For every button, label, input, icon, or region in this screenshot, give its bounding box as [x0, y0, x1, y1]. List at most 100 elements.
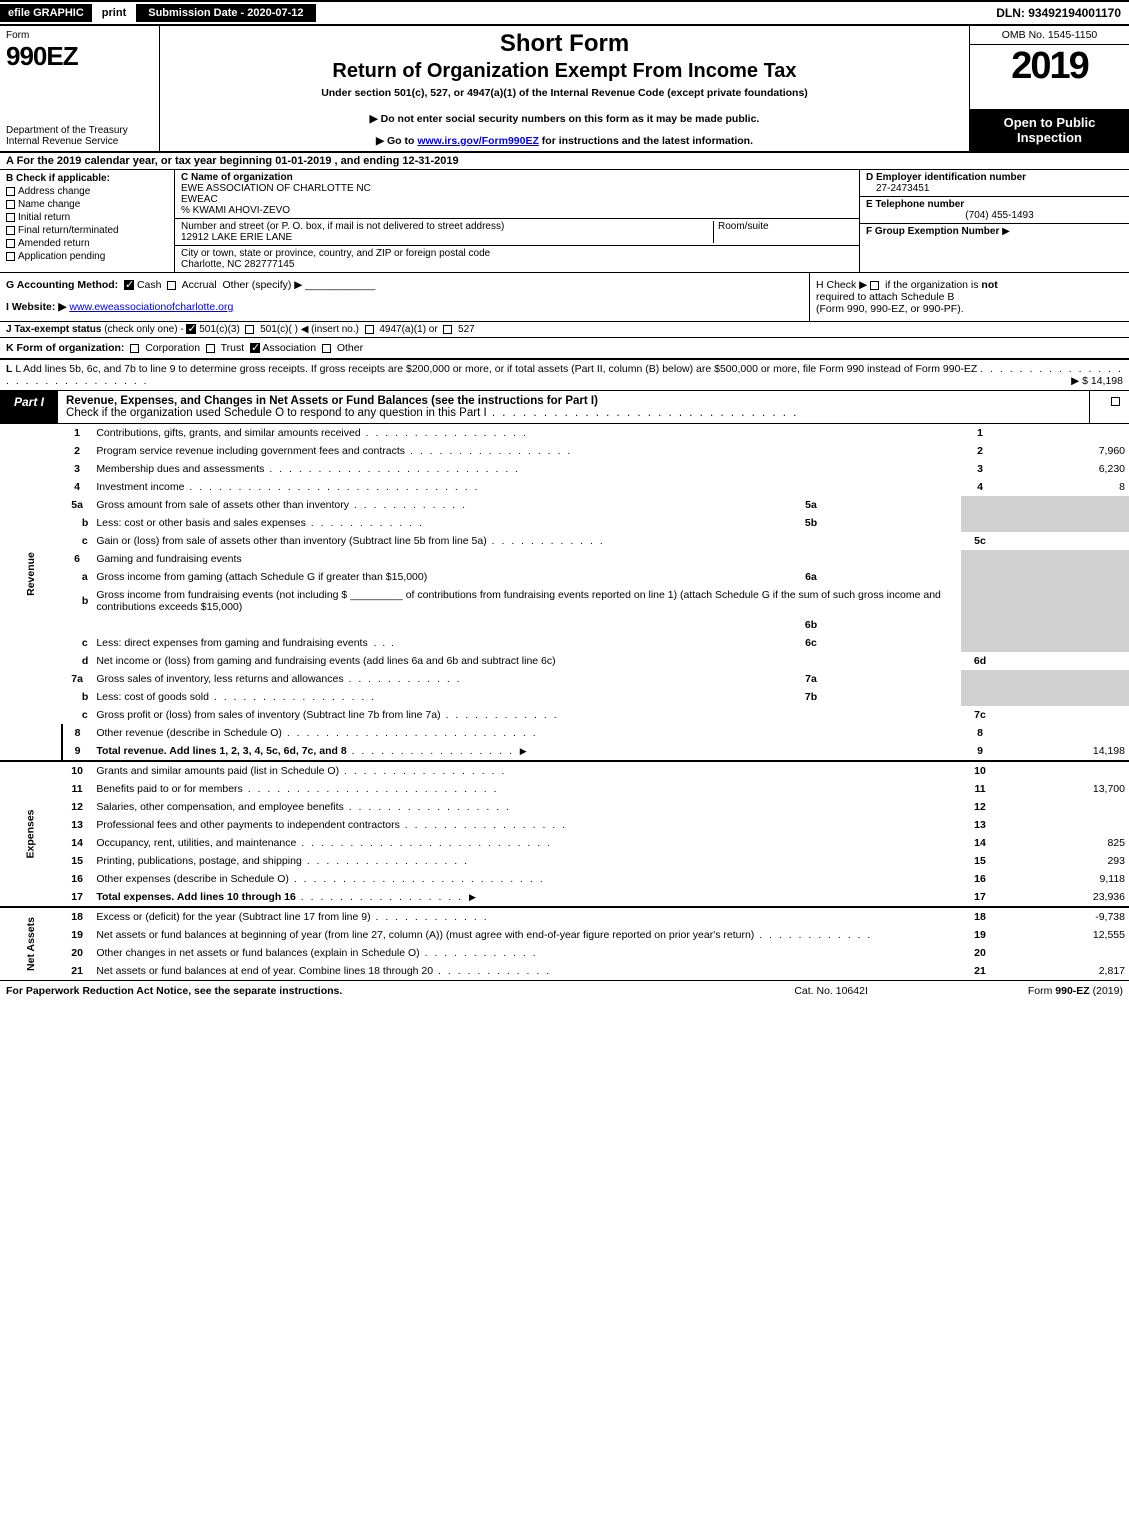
header-middle: Short Form Return of Organization Exempt… — [160, 26, 969, 151]
line-16-val: 9,118 — [999, 870, 1129, 888]
accrual-label: Accrual — [182, 279, 217, 291]
line-16-ref: 16 — [961, 870, 999, 888]
line-3-desc: Membership dues and assessments — [92, 460, 961, 478]
chk-initial-return[interactable]: Initial return — [6, 212, 168, 223]
top-buttons: efile GRAPHIC print Submission Date - 20… — [0, 4, 316, 22]
line-8-desc: Other revenue (describe in Schedule O) — [92, 724, 961, 742]
line-6a-ref — [961, 568, 999, 586]
print-button[interactable]: print — [94, 4, 134, 22]
line-7c-ref: 7c — [961, 706, 999, 724]
top-bar: efile GRAPHIC print Submission Date - 20… — [0, 0, 1129, 26]
line-7c-val — [999, 706, 1129, 724]
chk-final-return[interactable]: Final return/terminated — [6, 225, 168, 236]
line-8-num: 8 — [62, 724, 92, 742]
part-1-header: Part I Revenue, Expenses, and Changes in… — [0, 391, 1129, 424]
h-checkbox[interactable] — [870, 281, 879, 290]
form-number: 990EZ — [6, 41, 153, 72]
line-5c-val — [999, 532, 1129, 550]
line-7b-inline-val — [831, 688, 961, 706]
line-12-ref: 12 — [961, 798, 999, 816]
catalog-number: Cat. No. 10642I — [794, 985, 868, 997]
line-12-num: 12 — [62, 798, 92, 816]
line-21-val: 2,817 — [999, 962, 1129, 980]
chk-amended-return[interactable]: Amended return — [6, 238, 168, 249]
assoc-checkbox[interactable] — [250, 343, 260, 353]
tax-exempt-status: J Tax-exempt status (check only one) - 5… — [0, 322, 1129, 338]
line-18-ref: 18 — [961, 907, 999, 926]
line-10-val — [999, 761, 1129, 780]
cash-checkbox[interactable] — [124, 280, 134, 290]
cash-label: Cash — [137, 279, 162, 291]
h-text2: if the organization is — [885, 279, 981, 291]
group-exemption-label: F Group Exemption Number — [866, 226, 999, 237]
line-7a-num: 7a — [62, 670, 92, 688]
under-section: Under section 501(c), 527, or 4947(a)(1)… — [170, 87, 959, 99]
other-label: Other (specify) ▶ — [223, 279, 303, 291]
line-7b-ref — [961, 688, 999, 706]
header-left: Form 990EZ Department of the Treasury In… — [0, 26, 160, 151]
submission-date: Submission Date - 2020-07-12 — [136, 4, 315, 22]
line-6d-val — [999, 652, 1129, 670]
chk-application-pending[interactable]: Application pending — [6, 251, 168, 262]
line-5a-ref — [961, 496, 999, 514]
phone-label: E Telephone number — [866, 199, 1123, 210]
line-11-desc: Benefits paid to or for members — [92, 780, 961, 798]
line-6c-num: c — [62, 634, 92, 652]
goto-link[interactable]: www.irs.gov/Form990EZ — [417, 135, 539, 147]
4947-checkbox[interactable] — [365, 325, 374, 334]
accrual-checkbox[interactable] — [167, 281, 176, 290]
other-org-label: Other — [337, 342, 363, 354]
chk-name-change[interactable]: Name change — [6, 199, 168, 210]
line-9-ref: 9 — [961, 742, 999, 761]
h-text3: required to attach Schedule B — [816, 291, 954, 303]
website-link[interactable]: www.eweassociationofcharlotte.org — [69, 301, 233, 313]
527-label: 527 — [458, 324, 475, 335]
line-17-desc: Total expenses. Add lines 10 through 16 — [92, 888, 961, 907]
line-20-ref: 20 — [961, 944, 999, 962]
line-6b-val — [999, 586, 1129, 616]
gross-receipts: L L Add lines 5b, 6c, and 7b to line 9 t… — [0, 360, 1129, 391]
4947-label: 4947(a)(1) or — [379, 324, 437, 335]
ein-label: D Employer identification number — [866, 172, 1123, 183]
line-7c-desc: Gross profit or (loss) from sales of inv… — [92, 706, 961, 724]
part-1-checkbox[interactable] — [1089, 391, 1129, 423]
501c-checkbox[interactable] — [245, 325, 254, 334]
line-6-desc: Gaming and fundraising events — [92, 550, 961, 568]
line-7a-inline-val — [831, 670, 961, 688]
line-13-desc: Professional fees and other payments to … — [92, 816, 961, 834]
trust-checkbox[interactable] — [206, 344, 215, 353]
line-7b-val — [999, 688, 1129, 706]
line-18-num: 18 — [62, 907, 92, 926]
527-checkbox[interactable] — [443, 325, 452, 334]
box-c: C Name of organization EWE ASSOCIATION O… — [175, 170, 859, 272]
line-7c-num: c — [62, 706, 92, 724]
line-17-val: 23,936 — [999, 888, 1129, 907]
line-2-num: 2 — [62, 442, 92, 460]
line-20-val — [999, 944, 1129, 962]
page-footer: For Paperwork Reduction Act Notice, see … — [0, 980, 1129, 1001]
line-5a-inline-val — [831, 496, 961, 514]
line-6-val — [999, 550, 1129, 568]
line-17-num: 17 — [62, 888, 92, 907]
part-1-tab: Part I — [0, 391, 58, 423]
line-6b-ref2 — [961, 616, 999, 634]
h-not: not — [981, 279, 997, 291]
line-5b-inline-num: 5b — [791, 514, 831, 532]
line-5b-desc: Less: cost or other basis and sales expe… — [92, 514, 791, 532]
box-d: D Employer identification number 27-2473… — [860, 170, 1129, 197]
line-6d-desc: Net income or (loss) from gaming and fun… — [92, 652, 961, 670]
501c3-checkbox[interactable] — [186, 324, 196, 334]
street-address: 12912 LAKE ERIE LANE — [181, 232, 713, 243]
line-9-desc: Total revenue. Add lines 1, 2, 3, 4, 5c,… — [92, 742, 961, 761]
chk-address-change[interactable]: Address change — [6, 186, 168, 197]
line-10-ref: 10 — [961, 761, 999, 780]
efile-button[interactable]: efile GRAPHIC — [0, 4, 92, 22]
pra-notice: For Paperwork Reduction Act Notice, see … — [6, 985, 342, 997]
return-title: Return of Organization Exempt From Incom… — [170, 60, 959, 83]
other-org-checkbox[interactable] — [322, 344, 331, 353]
line-2-ref: 2 — [961, 442, 999, 460]
line-16-num: 16 — [62, 870, 92, 888]
corp-checkbox[interactable] — [130, 344, 139, 353]
line-21-num: 21 — [62, 962, 92, 980]
line-6b-desc2 — [92, 616, 791, 634]
